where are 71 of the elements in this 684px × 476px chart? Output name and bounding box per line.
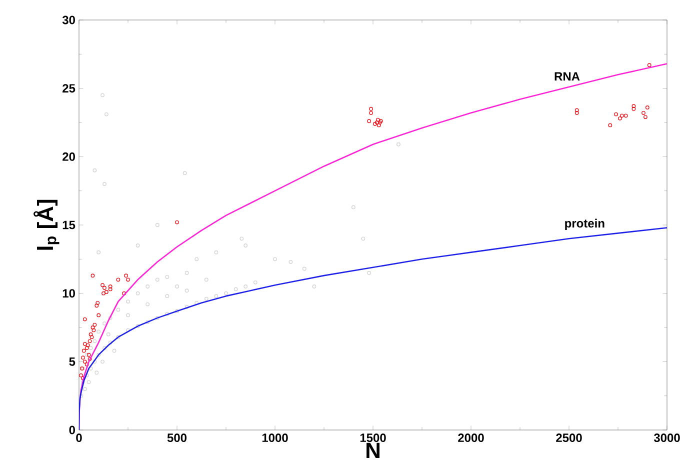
point xyxy=(644,115,648,119)
point xyxy=(632,104,636,108)
y-tick-label: 0 xyxy=(69,426,75,434)
y-tick-label: 10 xyxy=(62,289,75,298)
point xyxy=(82,342,87,346)
point xyxy=(84,362,89,366)
point xyxy=(102,291,106,296)
point xyxy=(645,106,650,110)
point xyxy=(100,283,104,288)
point xyxy=(376,123,381,128)
y-tick-label: 5 xyxy=(69,357,76,366)
point xyxy=(82,348,86,353)
point xyxy=(92,322,97,327)
point xyxy=(574,110,579,115)
point xyxy=(116,278,120,282)
point xyxy=(624,114,628,118)
point xyxy=(82,317,87,322)
x-tick-label: 2500 xyxy=(556,434,582,442)
x-tick-label: 3000 xyxy=(654,434,680,442)
point xyxy=(373,122,377,126)
y-tick-label: 15 xyxy=(62,220,76,230)
point xyxy=(88,356,92,361)
point xyxy=(618,116,622,120)
point xyxy=(80,356,85,360)
point xyxy=(175,220,179,224)
point xyxy=(90,335,94,340)
y-axis-title: l$_{p}$ [Å] xyxy=(34,200,60,250)
point xyxy=(642,110,646,115)
point xyxy=(108,284,112,288)
x-tick-label: 1500 xyxy=(360,434,386,442)
point xyxy=(94,304,99,308)
x-tick-label: 500 xyxy=(167,434,187,442)
point xyxy=(102,286,106,290)
y-tick-label: 25 xyxy=(62,84,76,93)
point xyxy=(92,328,96,332)
point xyxy=(82,360,87,364)
x-tick-label: 2000 xyxy=(458,434,484,442)
point xyxy=(369,106,373,111)
point xyxy=(88,332,93,336)
point xyxy=(90,274,95,278)
point xyxy=(647,63,652,68)
point xyxy=(108,287,112,292)
point xyxy=(378,120,382,124)
point xyxy=(620,114,624,118)
point xyxy=(126,278,130,282)
point xyxy=(374,120,379,124)
point xyxy=(574,108,579,112)
point xyxy=(614,112,618,116)
x-tick-label: 1000 xyxy=(262,434,288,442)
point xyxy=(369,110,373,115)
y-tick-label: 30 xyxy=(62,16,75,24)
series-label: protein xyxy=(565,218,604,230)
point xyxy=(96,300,100,305)
point xyxy=(88,339,92,344)
point xyxy=(96,313,101,318)
point xyxy=(90,326,95,330)
point xyxy=(367,119,372,124)
point xyxy=(86,343,90,348)
point xyxy=(84,346,89,350)
series-label: RNA xyxy=(554,72,580,80)
x-axis-title: N xyxy=(366,442,380,458)
point xyxy=(122,291,126,296)
point xyxy=(378,119,383,124)
point xyxy=(376,118,380,122)
point xyxy=(104,290,108,294)
point xyxy=(124,274,128,278)
point xyxy=(632,106,636,111)
point xyxy=(608,123,612,128)
point xyxy=(79,373,83,378)
y-tick-label: 20 xyxy=(62,152,75,161)
x-tick-label: 0 xyxy=(76,434,82,442)
